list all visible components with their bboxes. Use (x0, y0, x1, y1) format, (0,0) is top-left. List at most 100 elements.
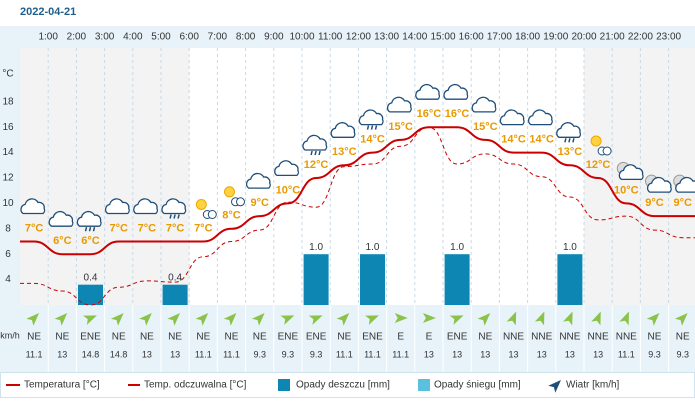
drop (366, 125, 370, 130)
x-tick-label: 12:00 (346, 32, 371, 43)
temperature-label: 7°C (138, 222, 157, 234)
rain-bar (557, 254, 583, 305)
temperature-label: 6°C (53, 235, 72, 247)
date-title: 2022-04-21 (20, 6, 76, 18)
hour-band (0, 26, 695, 48)
wind-speed: 13 (480, 349, 490, 359)
wind-unit: km/h (0, 330, 20, 340)
cloud (527, 109, 553, 126)
wind-speed: 11.1 (223, 349, 240, 359)
weather-icon (358, 109, 384, 130)
cloud (133, 198, 158, 215)
drop (169, 214, 172, 219)
sun (224, 186, 235, 198)
drop (88, 227, 92, 232)
wind-direction: NE (648, 332, 662, 343)
cloud (675, 176, 695, 193)
wind-speed: 13 (424, 349, 434, 359)
drop (318, 150, 321, 156)
temperature-label: 13°C (558, 146, 583, 158)
temperature-label: 15°C (473, 121, 498, 133)
temperature-label: 7°C (109, 222, 128, 234)
y-tick-label: 18 (2, 96, 14, 107)
sun (195, 199, 207, 210)
wind-direction: NNE (616, 332, 637, 343)
cloud (471, 96, 497, 113)
temperature-label: 9°C (673, 197, 692, 209)
weather-icon (104, 198, 130, 215)
wind-arrow (477, 313, 491, 326)
axis-band (0, 48, 20, 305)
rain-bar (78, 284, 103, 305)
drop (314, 150, 317, 156)
temperature-label: 8°C (222, 210, 241, 222)
weather-icon (616, 161, 644, 181)
cloud (646, 176, 672, 193)
temperature-line (20, 126, 695, 256)
wind-arrow (422, 313, 436, 323)
weather-icon (499, 109, 525, 126)
x-tick-label: 7:00 (208, 32, 228, 43)
drop (173, 214, 176, 219)
legend-swatch (278, 379, 290, 391)
legend-label: Opady śniegu [mm] (434, 380, 521, 391)
wind-arrow (449, 315, 464, 325)
x-tick-label: 1:00 (38, 32, 58, 43)
wind-arrow (365, 315, 379, 325)
wind-speed: 9.3 (676, 349, 689, 359)
x-tick-label: 21:00 (600, 32, 625, 43)
wind-direction: NNE (559, 332, 580, 343)
weather-icon (590, 135, 612, 156)
temperature-label: 14°C (360, 134, 385, 146)
y-tick-label: 4 (5, 274, 11, 285)
wind-arrow (223, 313, 237, 326)
wind-direction: NNE (531, 332, 552, 343)
temperature-label: 12°C (304, 159, 329, 171)
wind-speed: 14.8 (110, 349, 128, 359)
rain-bar (162, 284, 188, 305)
drop (310, 150, 313, 156)
wind-arrow (251, 313, 265, 326)
wind-arrow (562, 311, 573, 326)
rain-bar (444, 254, 470, 305)
wind-speed: 9.3 (310, 349, 323, 359)
wind-speed: 13 (452, 349, 462, 359)
cloud (20, 198, 46, 215)
drop (374, 125, 378, 130)
x-tick-label: 13:00 (374, 32, 399, 43)
wind-arrow (280, 315, 295, 325)
x-tick-label: 9:00 (264, 32, 284, 43)
weather-icon (386, 96, 412, 113)
x-tick-label: 2:00 (67, 32, 87, 43)
x-tick-label: 15:00 (430, 32, 455, 43)
y-tick-label: 8 (5, 223, 11, 234)
drop (564, 138, 567, 143)
wind-speed: 13 (537, 349, 547, 359)
x-tick-label: 19:00 (543, 32, 568, 43)
wind-direction: ENE (80, 332, 101, 343)
bar-label: 1.0 (366, 242, 380, 253)
wind-speed: 13 (508, 349, 518, 359)
wind-direction: ENE (447, 332, 468, 343)
legend-label: Wiatr [km/h] (566, 380, 620, 391)
wind-speed: 11.1 (336, 349, 353, 359)
cloud (104, 198, 130, 215)
wind-speed: 11.1 (392, 349, 409, 359)
wind-speed: 13 (565, 349, 575, 359)
x-tick-label: 20:00 (571, 32, 596, 43)
drop (92, 227, 96, 232)
drop (84, 227, 88, 232)
bar-label: 0.4 (168, 272, 182, 283)
weather-icon (330, 122, 356, 138)
temperature-label: 13°C (332, 146, 357, 158)
x-tick-label: 11:00 (318, 32, 343, 43)
bar-label: 1.0 (309, 242, 323, 253)
temperature-label: 14°C (501, 134, 526, 146)
drop (568, 138, 571, 143)
wind-direction: NE (168, 332, 182, 343)
weather-icon (76, 211, 102, 232)
wind-speed: 9.3 (648, 349, 661, 359)
wind-arrow (308, 315, 323, 325)
wind-direction: NE (253, 332, 267, 343)
